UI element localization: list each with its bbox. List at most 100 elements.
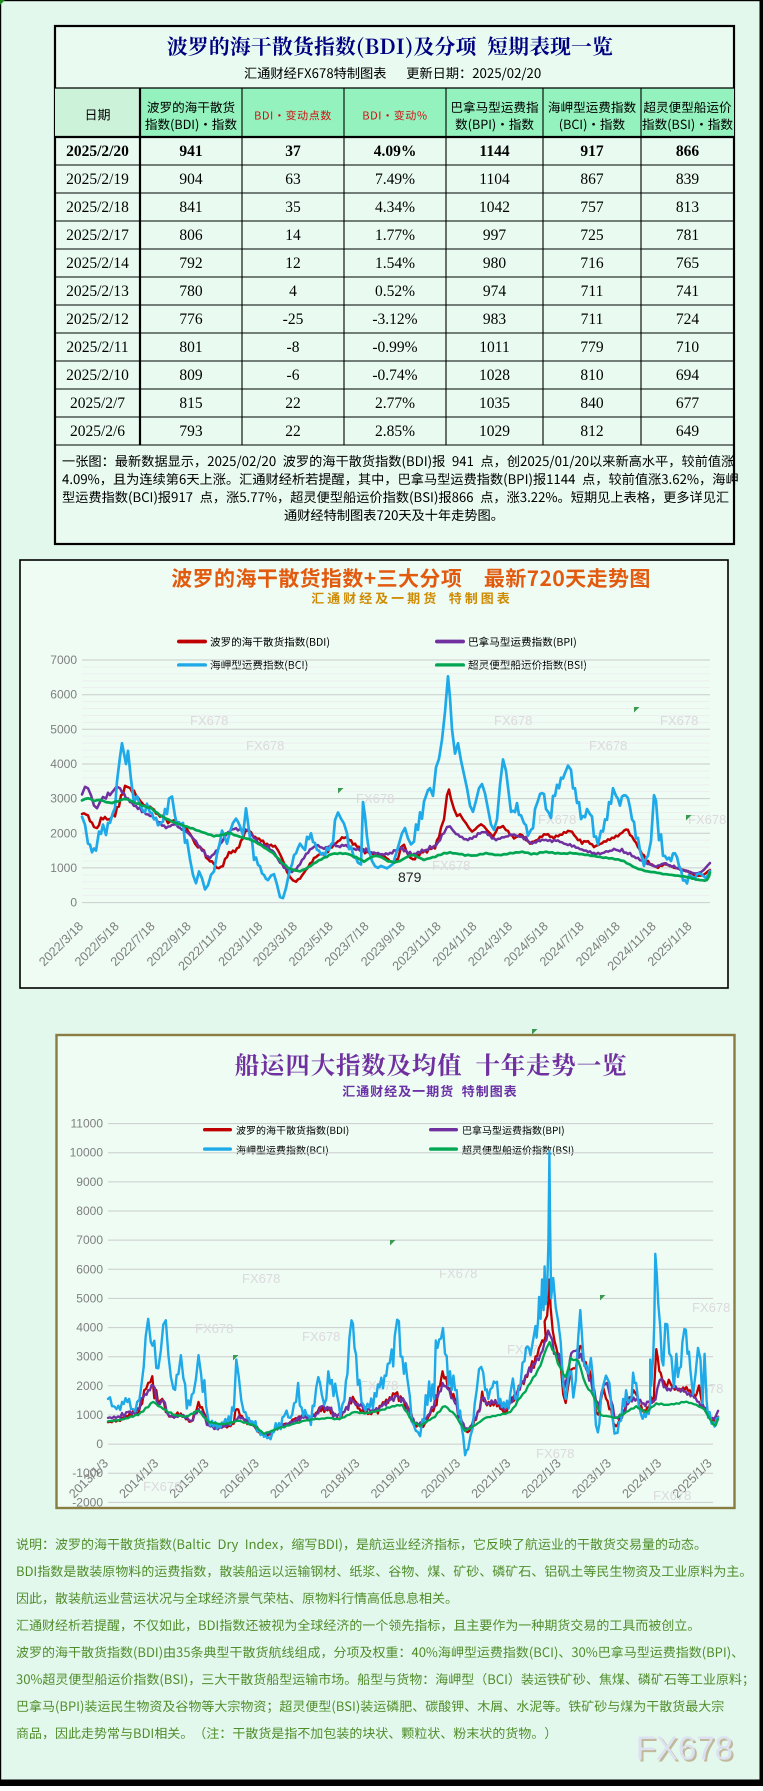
svg-text:1.77%: 1.77% <box>375 227 415 244</box>
svg-text:-25: -25 <box>283 311 304 328</box>
svg-text:757: 757 <box>580 199 604 216</box>
svg-text:792: 792 <box>179 255 202 272</box>
svg-text:1028: 1028 <box>479 367 510 384</box>
svg-text:FX678: FX678 <box>432 858 470 873</box>
svg-text:839: 839 <box>676 171 700 188</box>
svg-text:779: 779 <box>580 339 604 356</box>
svg-text:FX678: FX678 <box>692 1300 730 1315</box>
svg-text:2025/2/17: 2025/2/17 <box>66 227 129 244</box>
svg-text:711: 711 <box>581 311 604 328</box>
svg-text:2025/2/12: 2025/2/12 <box>66 311 129 328</box>
svg-text:4.34%: 4.34% <box>375 199 415 216</box>
svg-text:6000: 6000 <box>50 688 77 702</box>
svg-text:809: 809 <box>179 367 203 384</box>
svg-text:4000: 4000 <box>76 1321 103 1335</box>
svg-text:FX678: FX678 <box>246 738 284 753</box>
svg-text:997: 997 <box>483 227 507 244</box>
svg-text:2025/2/19: 2025/2/19 <box>66 171 129 188</box>
svg-text:2.85%: 2.85% <box>375 423 415 440</box>
svg-text:1144: 1144 <box>479 143 509 160</box>
svg-text:941: 941 <box>179 143 202 160</box>
svg-text:-6: -6 <box>287 367 300 384</box>
svg-text:840: 840 <box>580 395 604 412</box>
svg-text:FX678: FX678 <box>494 713 532 728</box>
svg-text:2025/2/18: 2025/2/18 <box>66 199 129 216</box>
svg-text:8000: 8000 <box>76 1204 103 1218</box>
svg-text:3000: 3000 <box>76 1350 103 1364</box>
svg-text:2025/2/11: 2025/2/11 <box>66 339 128 356</box>
svg-text:63: 63 <box>285 171 301 188</box>
svg-text:1011: 1011 <box>479 339 509 356</box>
svg-text:1035: 1035 <box>479 395 510 412</box>
svg-text:812: 812 <box>580 423 603 440</box>
svg-text:694: 694 <box>676 367 700 384</box>
svg-text:11000: 11000 <box>71 1117 104 1131</box>
svg-text:22: 22 <box>285 395 301 412</box>
svg-text:2.77%: 2.77% <box>375 395 415 412</box>
svg-text:974: 974 <box>483 283 507 300</box>
svg-text:0: 0 <box>96 1437 103 1451</box>
svg-text:22: 22 <box>285 423 301 440</box>
svg-text:2025/2/13: 2025/2/13 <box>66 283 129 300</box>
svg-text:0.52%: 0.52% <box>375 283 415 300</box>
svg-text:765: 765 <box>676 255 700 272</box>
svg-text:4.09%: 4.09% <box>374 143 417 160</box>
svg-text:781: 781 <box>676 227 699 244</box>
svg-text:980: 980 <box>483 255 507 272</box>
svg-text:801: 801 <box>179 339 202 356</box>
svg-text:FX678: FX678 <box>536 1446 574 1461</box>
svg-text:2000: 2000 <box>50 826 77 840</box>
svg-text:FX678: FX678 <box>302 1329 340 1344</box>
svg-text:677: 677 <box>676 395 700 412</box>
svg-text:12: 12 <box>285 255 301 272</box>
svg-text:9000: 9000 <box>76 1175 103 1189</box>
svg-text:1042: 1042 <box>479 199 510 216</box>
svg-text:867: 867 <box>580 171 604 188</box>
svg-text:725: 725 <box>580 227 604 244</box>
svg-text:724: 724 <box>676 311 700 328</box>
svg-text:FX678: FX678 <box>653 1488 691 1503</box>
svg-text:3000: 3000 <box>50 792 77 806</box>
svg-text:904: 904 <box>179 171 203 188</box>
svg-text:0: 0 <box>70 896 77 910</box>
svg-text:-3.12%: -3.12% <box>372 311 417 328</box>
svg-text:1029: 1029 <box>479 423 510 440</box>
svg-text:FX678: FX678 <box>195 1321 233 1336</box>
svg-text:983: 983 <box>483 311 507 328</box>
svg-text:7000: 7000 <box>76 1233 103 1247</box>
svg-text:716: 716 <box>580 255 604 272</box>
svg-text:5000: 5000 <box>50 722 77 736</box>
svg-text:917: 917 <box>580 143 604 160</box>
svg-text:4000: 4000 <box>50 757 77 771</box>
svg-text:FX678: FX678 <box>190 713 228 728</box>
svg-text:2025/2/7: 2025/2/7 <box>70 395 125 412</box>
svg-text:14: 14 <box>285 227 301 244</box>
svg-text:FX678: FX678 <box>538 812 576 827</box>
svg-text:1.54%: 1.54% <box>375 255 415 272</box>
svg-text:FX678: FX678 <box>589 738 627 753</box>
svg-text:37: 37 <box>285 143 301 160</box>
svg-text:793: 793 <box>179 423 203 440</box>
svg-text:2025/2/14: 2025/2/14 <box>66 255 129 272</box>
svg-text:4: 4 <box>289 283 297 300</box>
svg-text:10000: 10000 <box>70 1146 104 1160</box>
svg-text:806: 806 <box>179 227 203 244</box>
svg-text:FX678: FX678 <box>439 1266 477 1281</box>
svg-text:7000: 7000 <box>50 653 77 667</box>
svg-text:2025/2/10: 2025/2/10 <box>66 367 129 384</box>
svg-text:1000: 1000 <box>76 1408 103 1422</box>
svg-text:7.49%: 7.49% <box>375 171 415 188</box>
svg-text:2025/2/20: 2025/2/20 <box>66 143 129 160</box>
svg-text:FX678: FX678 <box>636 1730 733 1767</box>
svg-text:879: 879 <box>398 869 422 885</box>
svg-text:1000: 1000 <box>50 861 77 875</box>
svg-text:780: 780 <box>179 283 203 300</box>
svg-text:FX678: FX678 <box>143 1479 181 1494</box>
svg-text:813: 813 <box>676 199 700 216</box>
svg-text:810: 810 <box>580 367 604 384</box>
svg-text:866: 866 <box>676 143 700 160</box>
svg-text:-0.74%: -0.74% <box>372 367 417 384</box>
svg-text:710: 710 <box>676 339 700 356</box>
svg-text:FX678: FX678 <box>688 812 726 827</box>
svg-text:776: 776 <box>179 311 203 328</box>
